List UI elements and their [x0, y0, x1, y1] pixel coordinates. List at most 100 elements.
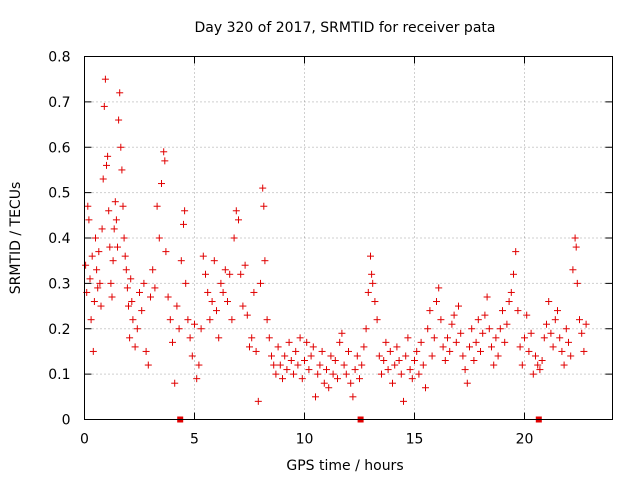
x-tick-label: 5: [190, 432, 199, 448]
data-point: [353, 352, 361, 360]
data-point: [483, 293, 491, 301]
data-point: [100, 102, 108, 110]
data-point: [164, 293, 172, 301]
data-point: [217, 279, 225, 287]
data-point: [340, 361, 348, 369]
data-point: [147, 293, 154, 301]
data-point: [133, 325, 141, 333]
data-point: [503, 320, 511, 328]
data-point: [419, 361, 427, 369]
data-point: [499, 307, 506, 315]
data-point: [206, 316, 214, 324]
data-point: [98, 225, 106, 233]
data-point: [452, 338, 460, 346]
data-point: [126, 334, 134, 342]
data-point: [181, 207, 189, 215]
data-point: [219, 288, 227, 296]
x-tick-label: 10: [296, 432, 314, 448]
data-point: [327, 352, 335, 360]
data-point: [226, 270, 234, 278]
data-point: [580, 347, 588, 355]
data-point: [516, 343, 524, 351]
y-tick-label: 0.5: [48, 186, 70, 202]
y-axis: 0 0.1 0.2 0.3 0.4 0.5 0.6 0.7 0.8: [48, 50, 613, 429]
data-point: [195, 361, 203, 369]
data-point: [287, 357, 295, 365]
data-point: [527, 329, 535, 337]
data-point: [108, 293, 116, 301]
data-point: [356, 375, 363, 383]
data-point: [188, 352, 196, 360]
data-point: [101, 75, 109, 83]
data-point: [349, 393, 357, 401]
data-point: [162, 248, 170, 256]
data-point: [466, 343, 473, 351]
data-point: [510, 270, 517, 278]
data-point: [450, 311, 458, 319]
data-point: [105, 207, 113, 215]
data-point: [406, 366, 414, 374]
data-point: [448, 320, 456, 328]
data-point: [391, 361, 399, 369]
data-point: [395, 357, 403, 365]
data-point: [232, 207, 240, 215]
data-point: [281, 352, 289, 360]
data-point: [122, 266, 130, 274]
data-point: [554, 307, 561, 315]
data-point: [578, 329, 586, 337]
data-point: [459, 352, 467, 360]
data-points: [82, 75, 590, 405]
y-tick-label: 0.1: [48, 367, 70, 383]
data-point: [411, 357, 418, 365]
data-point: [371, 298, 379, 306]
data-point: [224, 298, 231, 306]
data-point: [446, 347, 454, 355]
data-point: [573, 279, 581, 287]
data-point: [457, 329, 465, 337]
data-point: [241, 261, 249, 269]
y-tick-label: 0.6: [48, 140, 70, 156]
data-point: [186, 334, 194, 342]
data-point: [485, 325, 493, 333]
data-point: [239, 302, 247, 310]
data-point: [96, 279, 104, 287]
data-point: [270, 361, 278, 369]
data-point: [84, 202, 92, 210]
data-point: [257, 279, 264, 287]
data-point: [199, 252, 207, 260]
data-point: [95, 248, 103, 256]
data-point: [121, 252, 129, 260]
data-point: [292, 347, 300, 355]
data-point: [534, 361, 542, 369]
data-point: [92, 234, 99, 242]
data-point: [128, 298, 136, 306]
data-point: [576, 316, 583, 324]
data-point: [507, 288, 515, 296]
data-point: [368, 270, 376, 278]
data-point: [161, 157, 169, 165]
data-point: [93, 266, 101, 274]
data-point: [496, 325, 504, 333]
data-point: [380, 357, 388, 365]
data-point: [540, 334, 548, 342]
data-point: [193, 375, 201, 383]
data-point: [144, 361, 152, 369]
data-point: [243, 311, 251, 319]
data-point: [562, 325, 570, 333]
data-point: [386, 347, 394, 355]
data-point: [556, 334, 564, 342]
data-point: [439, 343, 447, 351]
data-point: [417, 338, 425, 346]
data-point: [160, 148, 168, 156]
data-point: [94, 284, 102, 292]
y-tick-label: 0.8: [48, 50, 70, 66]
data-point: [254, 397, 262, 405]
data-point: [336, 338, 344, 346]
data-point: [461, 366, 469, 374]
data-point: [261, 257, 269, 265]
data-point: [106, 243, 114, 251]
data-point: [215, 334, 223, 342]
data-point: [501, 338, 509, 346]
data-point: [367, 252, 374, 260]
data-point: [549, 343, 557, 351]
